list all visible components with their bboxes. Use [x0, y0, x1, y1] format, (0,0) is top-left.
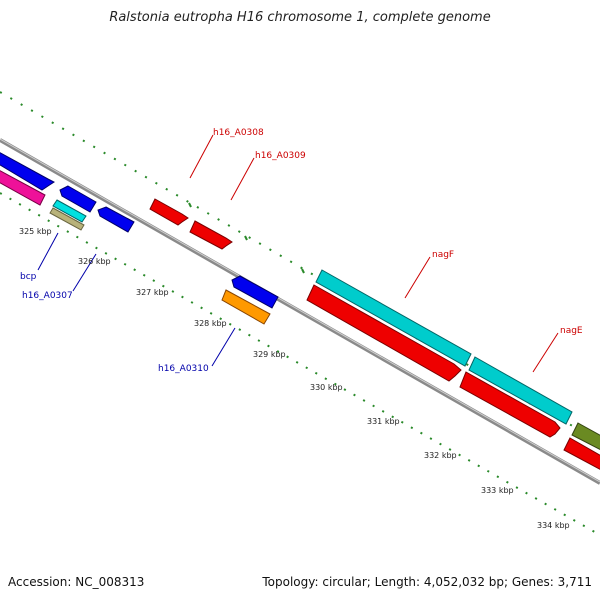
label-nagF[interactable]: nagF [432, 250, 454, 260]
forward-genes [0, 150, 600, 452]
kbp-label: 326 kbp [78, 257, 111, 266]
gene-red-lower-2[interactable] [459, 371, 561, 438]
forward-lower-genes [306, 284, 600, 472]
kbp-label: 334 kbp [537, 521, 570, 530]
genome-summary-text: Topology: circular; Length: 4,052,032 bp… [262, 575, 592, 589]
gene-blue-reverse-mid[interactable] [231, 275, 279, 309]
gene-h16_A0310[interactable] [221, 289, 271, 325]
label-h16_A0308[interactable]: h16_A0308 [213, 128, 264, 138]
label-nagE[interactable]: nagE [560, 326, 583, 336]
label-connectors [37, 134, 559, 373]
gene-blue-forward-left[interactable] [0, 150, 55, 191]
kbp-label: 330 kbp [310, 383, 343, 392]
gene-labels: h16_A0308 h16_A0309 nagF nagE bcp h16_A0… [20, 128, 583, 374]
chromosome-backbone [0, 138, 600, 485]
gene-magenta-reverse[interactable] [0, 168, 46, 206]
label-h16_A0310[interactable]: h16_A0310 [158, 364, 209, 374]
gene-olive-forward-right[interactable] [571, 422, 600, 452]
kbp-label: 331 kbp [367, 417, 400, 426]
gene-cyan-small[interactable] [52, 199, 87, 223]
gene-khaki-small[interactable] [49, 207, 85, 231]
kbp-label: 325 kbp [19, 227, 52, 236]
label-bcp[interactable]: bcp [20, 272, 37, 282]
gene-h16_A0307[interactable] [97, 206, 135, 233]
gene-nagF[interactable] [315, 269, 472, 367]
gene-h16_A0309[interactable] [189, 220, 233, 250]
kbp-label: 327 kbp [136, 288, 169, 297]
reverse-genes [0, 168, 279, 325]
label-h16_A0309[interactable]: h16_A0309 [255, 151, 306, 161]
gene-bcp[interactable] [59, 185, 97, 213]
label-h16_A0307[interactable]: h16_A0307 [22, 291, 73, 301]
kbp-label: 328 kbp [194, 319, 227, 328]
kbp-tick-labels: 325 kbp 326 kbp 327 kbp 328 kbp 329 kbp … [19, 227, 570, 530]
gene-red-lower-1[interactable] [306, 284, 462, 382]
map-title: Ralstonia eutropha H16 chromosome 1, com… [109, 10, 491, 25]
kbp-label: 333 kbp [481, 486, 514, 495]
gene-h16_A0308[interactable] [149, 198, 189, 226]
gene-red-lower-3[interactable] [563, 437, 600, 472]
kbp-label: 332 kbp [424, 451, 457, 460]
kbp-label: 329 kbp [253, 350, 286, 359]
accession-text: Accession: NC_008313 [8, 575, 145, 589]
gene-nagE[interactable] [468, 356, 573, 425]
inner-tick-track [0, 192, 600, 536]
